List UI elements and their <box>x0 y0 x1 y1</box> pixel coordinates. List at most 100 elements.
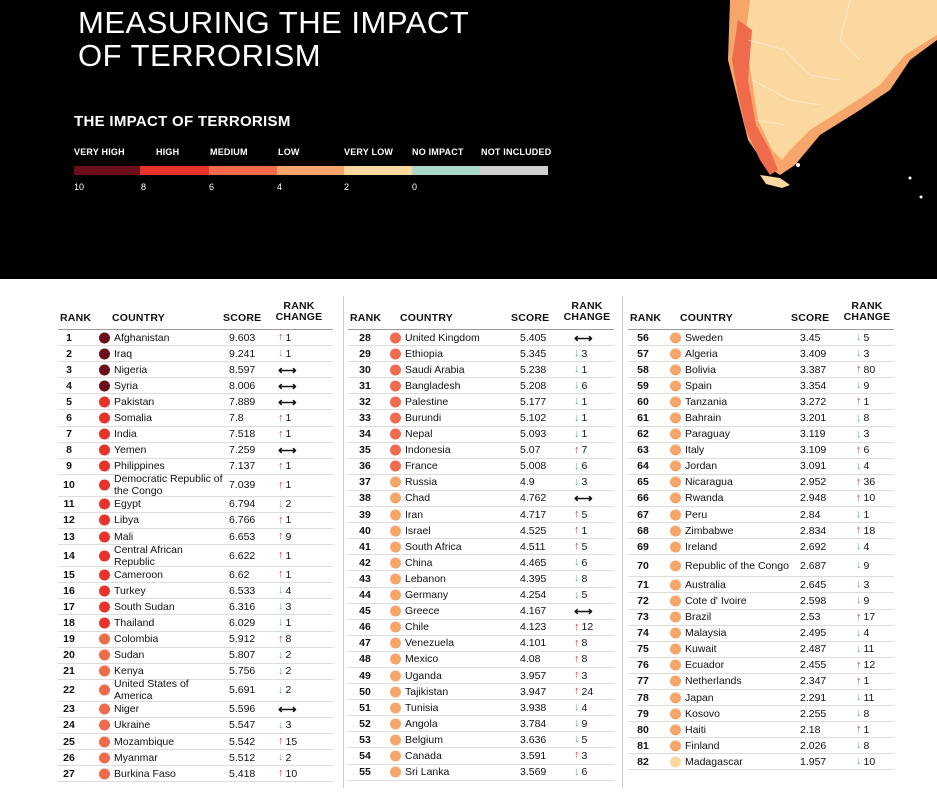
score-cell: 3.636 <box>520 733 547 746</box>
rank-change-cell: ↑ 1 <box>278 569 291 581</box>
table-row: 12 Libya 6.766 ↑ 1 <box>58 513 333 530</box>
impact-dot-icon <box>99 364 110 376</box>
column-divider <box>622 296 623 788</box>
arrow-both-icon: ⟷ <box>574 490 593 506</box>
table-row: 45 Greece 4.167 ⟷ <box>348 604 614 620</box>
score-cell: 4.717 <box>520 508 547 521</box>
rank-cell: 11 <box>63 498 75 511</box>
country-cell: Philippines <box>114 460 165 473</box>
impact-dot-icon <box>99 617 110 629</box>
rank-cell: 2 <box>66 347 72 360</box>
header-rank-change: RANK CHANGE <box>275 300 323 323</box>
rank-cell: 53 <box>359 733 371 746</box>
rank-change-value: 1 <box>863 723 870 736</box>
score-cell: 6.794 <box>229 498 256 511</box>
impact-dot-icon <box>670 348 681 360</box>
rank-change-value: 1 <box>863 675 870 688</box>
score-cell: 6.766 <box>229 514 256 527</box>
table-row: 57 Algeria 3.409 ↓ 3 <box>628 346 894 363</box>
rank-cell: 37 <box>359 476 371 489</box>
arrow-up-icon: ↑ <box>856 610 862 623</box>
rank-change-value: 1 <box>285 460 292 473</box>
impact-dot-icon <box>99 428 110 440</box>
table-row: 10 Democratic Republic of the Congo 7.039 ↑… <box>58 473 333 497</box>
rank-change-value: 4 <box>863 540 870 553</box>
impact-dot-icon <box>670 756 681 768</box>
table-header: RANK COUNTRY SCORE RANK CHANGE <box>628 296 894 329</box>
rank-cell: 9 <box>66 460 72 473</box>
table-row: 72 Cote d' Ivoire 2.598 ↓ 9 <box>628 593 894 610</box>
arrow-up-icon: ↑ <box>574 669 580 682</box>
score-cell: 4.167 <box>520 605 547 618</box>
rank-change-value: 17 <box>863 611 876 624</box>
arrow-up-icon: ↑ <box>856 475 862 488</box>
rank-change-cell: ↑ 10 <box>856 492 875 504</box>
arrow-up-icon: ↑ <box>856 658 862 671</box>
rank-cell: 56 <box>637 331 649 344</box>
country-cell: Sri Lanka <box>405 766 450 779</box>
rank-change-value: 4 <box>863 627 870 640</box>
rank-change-cell: ⟷ <box>278 363 297 376</box>
score-cell: 3.938 <box>520 701 547 714</box>
rank-change-cell: ↑ 12 <box>574 621 593 633</box>
country-cell: Sudan <box>114 649 145 662</box>
legend-swatch <box>74 166 140 175</box>
impact-dot-icon <box>670 525 681 537</box>
impact-dot-icon <box>99 348 110 360</box>
legend-swatch <box>140 166 209 175</box>
rank-change-value: 1 <box>581 428 588 441</box>
arrow-down-icon: ↓ <box>574 717 580 730</box>
impact-dot-icon <box>99 736 110 748</box>
table-row: 74 Malaysia 2.495 ↓ 4 <box>628 626 894 642</box>
arrow-down-icon: ↓ <box>856 559 862 572</box>
arrow-down-icon: ↓ <box>856 379 862 392</box>
rank-change-value: 1 <box>285 549 292 562</box>
rank-change-value: 9 <box>863 559 870 572</box>
rank-change-cell: ↑ 8 <box>278 633 291 645</box>
impact-dot-icon <box>390 573 401 585</box>
rank-cell: 69 <box>637 540 649 553</box>
rank-cell: 57 <box>637 347 649 360</box>
score-cell: 8.597 <box>229 363 256 376</box>
rank-change-cell: ↑ 8 <box>574 637 587 649</box>
arrow-up-icon: ↑ <box>278 513 284 526</box>
score-cell: 3.091 <box>800 460 827 473</box>
arrow-down-icon: ↓ <box>856 331 862 344</box>
arrow-down-icon: ↓ <box>574 701 580 714</box>
impact-dot-icon <box>390 396 401 408</box>
rank-change-value: 4 <box>863 460 870 473</box>
arrow-up-icon: ↑ <box>574 524 580 537</box>
column-divider <box>343 296 344 788</box>
country-cell: Italy <box>685 444 705 457</box>
score-cell: 7.039 <box>229 479 256 492</box>
arrow-down-icon: ↓ <box>574 459 580 472</box>
rank-change-cell: ↑ 1 <box>278 514 291 526</box>
arrow-down-icon: ↓ <box>856 578 862 591</box>
impact-dot-icon <box>390 332 401 344</box>
header-country: COUNTRY <box>400 312 453 324</box>
impact-dot-icon <box>390 541 401 553</box>
score-cell: 7.8 <box>229 412 244 425</box>
arrow-down-icon: ↓ <box>278 718 284 731</box>
rank-change-cell: ↑ 18 <box>856 525 875 537</box>
country-cell: Bolivia <box>685 363 716 376</box>
rank-cell: 30 <box>359 363 371 376</box>
rank-change-value: 2 <box>285 751 292 764</box>
legend-swatch <box>412 166 480 175</box>
rank-change-value: 3 <box>863 578 870 591</box>
table-row: 11 Egypt 6.794 ↓ 2 <box>58 497 333 513</box>
rank-change-cell: ↓ 6 <box>574 380 587 392</box>
arrow-down-icon: ↓ <box>856 459 862 472</box>
rank-change-cell: ↑ 1 <box>278 479 291 491</box>
rank-change-cell: ↑ 5 <box>574 541 587 553</box>
rank-change-value: 3 <box>285 600 292 613</box>
rank-change-value: 3 <box>581 476 588 489</box>
arrow-down-icon: ↓ <box>574 765 580 778</box>
country-cell: Chile <box>405 621 429 634</box>
country-cell: Turkey <box>114 584 146 597</box>
rank-change-cell: ↓ 9 <box>856 595 869 607</box>
impact-dot-icon <box>99 550 110 562</box>
country-cell: Burkina Faso <box>114 767 176 780</box>
country-cell: Chad <box>405 492 431 505</box>
impact-dot-icon <box>670 659 681 671</box>
